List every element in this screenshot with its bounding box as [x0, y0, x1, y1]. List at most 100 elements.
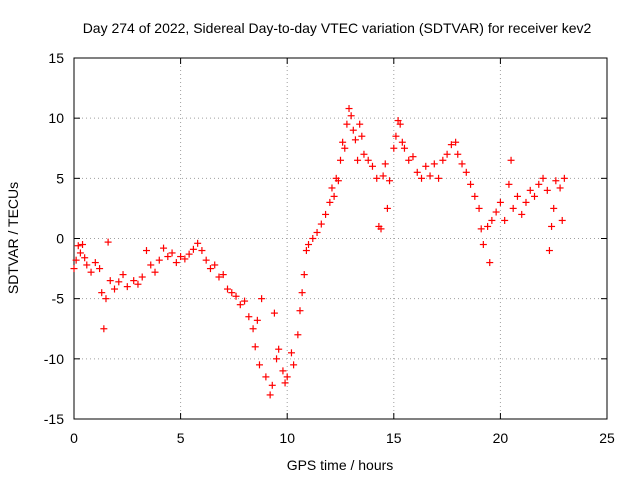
x-tick-label: 25 — [599, 430, 615, 446]
data-point — [322, 210, 330, 218]
axis-ticks — [73, 57, 608, 420]
data-point — [334, 177, 342, 185]
data-point — [535, 180, 543, 188]
data-point — [467, 180, 475, 188]
x-tick-label: 15 — [386, 430, 402, 446]
data-point — [275, 345, 283, 353]
data-point — [241, 297, 249, 305]
data-point — [74, 242, 82, 250]
data-point — [458, 160, 466, 168]
data-point — [479, 241, 487, 249]
data-point — [349, 126, 357, 134]
data-point — [422, 162, 430, 170]
data-point — [439, 156, 447, 164]
data-point — [543, 186, 551, 194]
data-point — [160, 244, 168, 252]
data-point — [287, 349, 295, 357]
data-point — [294, 331, 302, 339]
data-point — [486, 259, 494, 267]
data-point — [219, 271, 227, 279]
data-point — [558, 216, 566, 224]
data-point — [194, 239, 202, 247]
data-point — [245, 313, 253, 321]
data-point — [138, 273, 146, 281]
data-point — [531, 192, 539, 200]
x-tick-label: 5 — [177, 430, 185, 446]
data-point — [328, 184, 336, 192]
data-point — [76, 249, 84, 257]
data-point — [345, 105, 353, 113]
data-point — [513, 192, 521, 200]
data-point — [409, 153, 417, 161]
y-tick-label: 5 — [56, 170, 64, 186]
data-point — [398, 138, 406, 146]
data-point — [228, 289, 236, 297]
data-point — [134, 280, 142, 288]
data-point — [400, 144, 408, 152]
data-point — [279, 367, 287, 375]
data-point — [83, 261, 91, 269]
data-point — [181, 255, 189, 263]
data-point — [91, 259, 99, 267]
data-point — [305, 241, 313, 249]
data-point — [202, 256, 210, 264]
x-tick-label: 0 — [70, 430, 78, 446]
data-point — [484, 222, 492, 230]
data-series-sdtvar — [70, 105, 568, 399]
data-point — [255, 361, 263, 369]
data-point — [111, 285, 119, 293]
data-point — [426, 172, 434, 180]
data-point — [215, 273, 223, 281]
data-point — [123, 283, 131, 291]
data-point — [356, 120, 364, 128]
data-point — [548, 222, 556, 230]
data-point — [317, 220, 325, 228]
data-point — [87, 268, 95, 276]
data-point — [268, 381, 276, 389]
data-point — [106, 277, 114, 285]
data-point — [155, 256, 163, 264]
data-point — [164, 253, 172, 261]
y-tick-label: 15 — [48, 50, 64, 66]
data-point — [119, 271, 127, 279]
data-point — [545, 247, 553, 255]
data-point — [266, 391, 274, 399]
data-point — [477, 225, 485, 233]
data-point — [211, 261, 219, 269]
data-point — [309, 235, 317, 242]
data-point — [488, 216, 496, 224]
data-point — [430, 160, 438, 168]
data-point — [471, 192, 479, 200]
data-point — [452, 138, 460, 146]
data-point — [390, 144, 398, 152]
x-axis-label: GPS time / hours — [287, 457, 394, 473]
data-point — [496, 198, 504, 206]
data-point — [198, 247, 206, 255]
data-point — [70, 265, 78, 273]
data-point — [172, 259, 180, 267]
grid-lines — [74, 58, 607, 419]
data-point — [177, 253, 185, 261]
data-point — [386, 177, 394, 185]
data-point — [381, 160, 389, 168]
data-point — [168, 249, 176, 257]
data-point — [396, 120, 404, 128]
data-point — [296, 307, 304, 315]
data-point — [224, 285, 232, 293]
y-tick-labels: -15 -10 -5 0 5 10 15 — [44, 50, 64, 427]
data-point — [507, 156, 515, 164]
y-tick-label: -10 — [44, 351, 64, 367]
data-point — [339, 138, 347, 146]
data-point — [413, 168, 421, 176]
data-point — [347, 112, 355, 120]
data-point — [185, 250, 193, 258]
data-point — [539, 174, 547, 182]
data-point — [552, 177, 560, 185]
chart-title: Day 274 of 2022, Sidereal Day-to-day VTE… — [83, 20, 592, 36]
data-point — [290, 361, 298, 369]
data-point — [368, 162, 376, 170]
data-point — [96, 265, 104, 273]
data-point — [447, 141, 455, 149]
data-point — [100, 325, 108, 333]
